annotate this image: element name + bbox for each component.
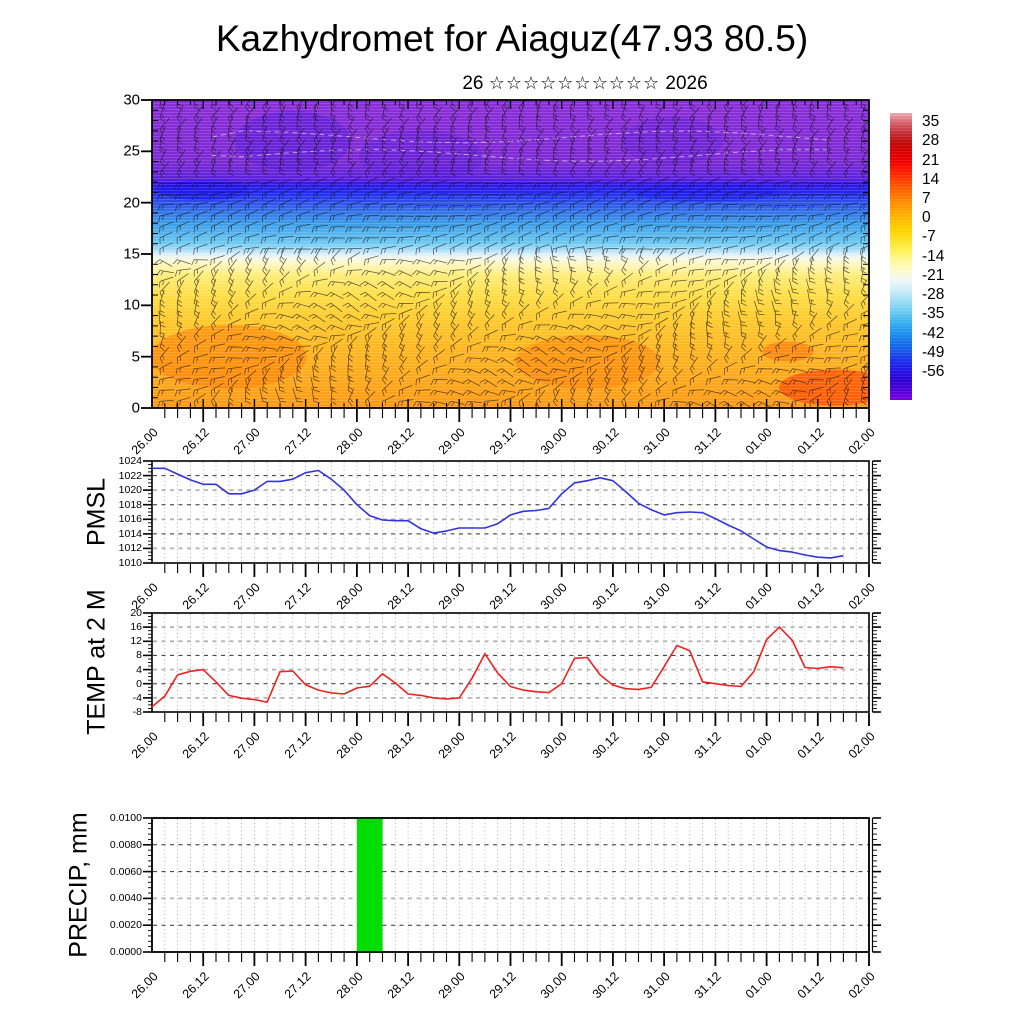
subtitle-year: 2026 bbox=[665, 73, 708, 94]
temp2m-axis-title: TEMP at 2 M bbox=[82, 589, 111, 735]
pmsl-axis-title: PMSL bbox=[82, 477, 111, 547]
star-row-icon: ☆☆☆☆☆☆☆☆☆☆ bbox=[488, 73, 661, 93]
forecast-date-subtitle: 26 ☆☆☆☆☆☆☆☆☆☆ 2026 bbox=[462, 73, 707, 95]
page-title: Kazhydromet for Aiaguz(47.93 80.5) bbox=[215, 18, 809, 59]
precip-axis-title: PRECIP, mm bbox=[64, 812, 93, 958]
subtitle-day: 26 bbox=[462, 73, 484, 94]
